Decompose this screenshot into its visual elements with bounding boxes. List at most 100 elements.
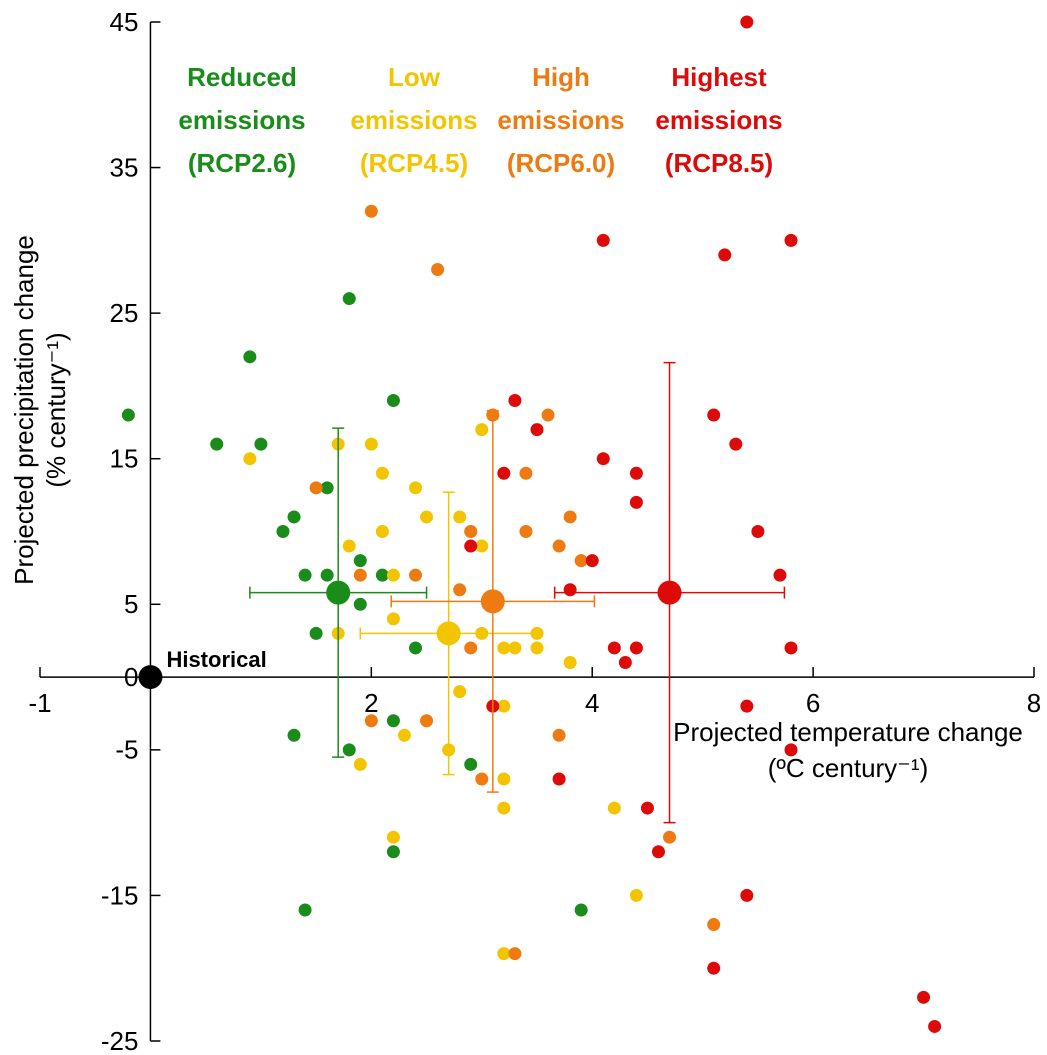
point <box>707 408 721 422</box>
point <box>497 466 511 480</box>
point <box>475 423 489 437</box>
y-tick-label: 45 <box>110 7 139 37</box>
point <box>740 888 754 902</box>
point <box>917 990 931 1004</box>
point <box>740 15 754 29</box>
point <box>243 350 257 364</box>
point <box>508 393 522 407</box>
point <box>375 568 389 582</box>
point <box>552 772 566 786</box>
mean-point <box>436 621 461 646</box>
point <box>497 641 511 655</box>
point <box>651 845 665 859</box>
point <box>574 903 588 917</box>
legend-entry: Low emissions (RCP4.5) <box>350 62 478 178</box>
point <box>718 248 732 262</box>
point <box>409 568 423 582</box>
mean-point <box>480 589 505 614</box>
point <box>663 830 677 844</box>
point <box>386 612 400 626</box>
y-tick-label: 35 <box>110 152 139 182</box>
point <box>552 539 566 553</box>
point <box>607 641 621 655</box>
point <box>519 466 533 480</box>
point <box>364 714 378 728</box>
point <box>342 539 356 553</box>
point <box>375 525 389 538</box>
point <box>618 656 632 670</box>
point <box>773 568 787 582</box>
point <box>508 947 522 961</box>
point <box>530 641 544 655</box>
point <box>353 597 367 611</box>
point <box>409 481 423 495</box>
point <box>353 568 367 582</box>
point <box>386 830 400 844</box>
point <box>596 452 610 466</box>
point <box>386 393 400 407</box>
point <box>364 437 378 451</box>
point <box>475 772 489 786</box>
point <box>497 947 511 961</box>
point <box>497 801 511 815</box>
historical-point <box>138 665 163 690</box>
y-tick-label: 5 <box>124 589 138 619</box>
point <box>409 641 423 655</box>
point <box>386 714 400 728</box>
y-axis-label: (% century⁻¹) <box>41 332 71 487</box>
point <box>784 641 798 655</box>
point <box>629 495 643 509</box>
point <box>287 728 301 742</box>
point <box>784 743 798 757</box>
point <box>497 699 511 713</box>
point <box>320 568 334 582</box>
point <box>751 525 765 538</box>
y-tick-label: -25 <box>101 1026 139 1055</box>
point <box>276 525 290 538</box>
point <box>629 641 643 655</box>
point <box>552 728 566 742</box>
point <box>397 728 411 742</box>
point <box>453 510 467 524</box>
point <box>364 204 378 218</box>
point <box>464 641 478 655</box>
point <box>375 466 389 480</box>
y-tick-label: 25 <box>110 298 139 328</box>
point <box>740 699 754 713</box>
point <box>585 554 599 568</box>
y-tick-label: -15 <box>101 880 139 910</box>
point <box>707 918 721 932</box>
x-axis-label: Projected temperature change <box>673 717 1023 747</box>
legend-entry: Reduced emissions (RCP2.6) <box>178 62 306 178</box>
point <box>453 583 467 597</box>
point <box>530 423 544 437</box>
legend-entry: High emissions (RCP6.0) <box>497 62 625 178</box>
point <box>629 466 643 480</box>
point <box>707 961 721 975</box>
point <box>420 510 434 524</box>
x-tick-label: 2 <box>364 688 378 718</box>
y-axis-label-group: Projected precipitation change (% century… <box>9 235 71 585</box>
point <box>464 525 478 538</box>
x-tick-label: 4 <box>585 688 599 718</box>
x-tick-label: 6 <box>806 688 820 718</box>
legend-entry: Highest emissions (RCP8.5) <box>655 62 783 178</box>
mean-point <box>326 580 351 605</box>
point <box>210 437 224 451</box>
point <box>464 757 478 771</box>
point <box>453 685 467 699</box>
point <box>729 437 743 451</box>
x-tick-label: -1 <box>28 688 51 718</box>
point <box>386 568 400 582</box>
point <box>607 801 621 815</box>
point <box>121 408 135 422</box>
point <box>420 714 434 728</box>
y-tick-label: -5 <box>115 735 138 765</box>
point <box>928 1019 942 1033</box>
point <box>784 233 798 247</box>
x-tick-label: 8 <box>1027 688 1041 718</box>
y-tick-label: 15 <box>110 444 139 474</box>
point <box>298 903 312 917</box>
